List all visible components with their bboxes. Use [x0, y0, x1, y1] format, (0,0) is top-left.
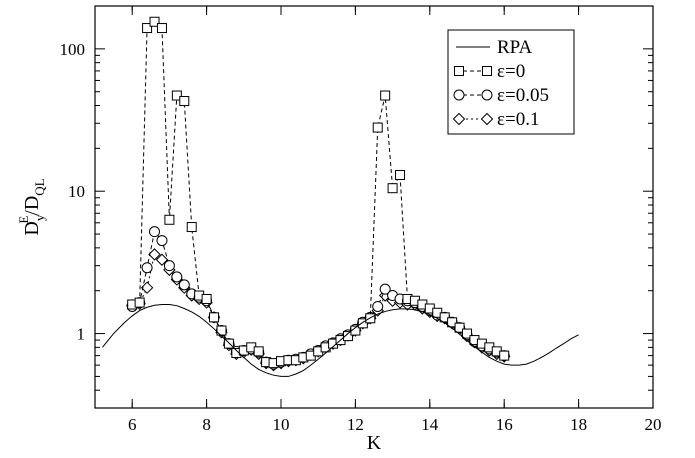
- legend-label: RPA: [497, 37, 532, 58]
- legend-label: ε=0.05: [497, 85, 549, 106]
- series-line: [102, 304, 579, 377]
- data-point: [178, 279, 190, 291]
- data-point: [142, 23, 153, 34]
- data-point: [149, 16, 160, 27]
- data-point: [186, 222, 197, 233]
- data-point: [387, 183, 398, 194]
- data-point: [357, 318, 368, 329]
- data-point: [209, 312, 220, 323]
- x-tick-label: 10: [273, 415, 290, 434]
- data-point: [171, 90, 182, 101]
- legend-item: ε=0.05: [453, 85, 549, 106]
- legend: RPA ε=0 ε=0.05 ε=0.1: [447, 29, 575, 135]
- data-point: [149, 226, 161, 238]
- x-tick-label: 6: [128, 415, 137, 434]
- data-point: [156, 23, 167, 34]
- data-point: [454, 322, 465, 333]
- data-point: [140, 281, 154, 294]
- series: [102, 304, 579, 377]
- svg-text:DyE/DQL: DyE/DQL: [16, 178, 47, 235]
- data-point: [462, 328, 472, 339]
- y-axis: 1 10 100: [60, 5, 653, 409]
- data-point: [163, 260, 175, 272]
- legend-marker: [481, 89, 493, 101]
- data-point: [155, 253, 169, 266]
- data-point: [342, 331, 353, 342]
- data-point: [499, 350, 510, 361]
- legend-item: RPA: [456, 37, 532, 58]
- data-point: [148, 248, 161, 261]
- data-point: [134, 297, 145, 308]
- data-point: [156, 235, 168, 247]
- x-tick-label: 14: [421, 415, 439, 434]
- y-tick-label: 10: [68, 182, 85, 201]
- x-tick-label: 18: [570, 415, 587, 434]
- data-point: [223, 338, 234, 349]
- y-tick-label: 100: [60, 40, 86, 59]
- data-point: [447, 317, 458, 328]
- x-axis: 6 8 10 12 14 16 18 20: [128, 6, 662, 434]
- legend-item: ε=0.1: [452, 109, 539, 130]
- y-axis-title-rest-sub: QL: [32, 178, 47, 195]
- series: [127, 16, 510, 369]
- data-point: [372, 300, 384, 312]
- data-point: [171, 271, 183, 283]
- x-tick-label: 16: [496, 415, 513, 434]
- data-point: [350, 325, 361, 336]
- x-axis-title: K: [367, 432, 382, 454]
- legend-marker: [454, 66, 464, 76]
- data-point: [216, 325, 227, 336]
- series-layer: [102, 16, 579, 377]
- y-axis-title-sub: y: [32, 214, 47, 221]
- data-point: [380, 90, 391, 101]
- legend-marker: [482, 66, 492, 76]
- data-point: [395, 169, 406, 180]
- data-point: [179, 96, 190, 107]
- y-axis-title: DyE/DQL: [16, 178, 47, 235]
- y-tick-label: 1: [77, 325, 86, 344]
- data-point: [379, 283, 391, 295]
- x-tick-label: 12: [347, 415, 364, 434]
- legend-marker: [480, 112, 494, 126]
- legend-marker: [452, 112, 466, 126]
- plot-frame: [94, 5, 654, 409]
- data-point: [372, 122, 383, 133]
- legend-item: ε=0: [454, 61, 525, 82]
- data-point: [141, 262, 153, 274]
- y-axis-title-rest: /D: [21, 196, 43, 216]
- data-point: [201, 293, 212, 304]
- legend-marker: [453, 89, 465, 101]
- legend-label: ε=0: [497, 61, 525, 82]
- x-tick-label: 20: [645, 415, 662, 434]
- y-axis-title-main: D: [21, 221, 43, 235]
- data-point: [253, 346, 264, 357]
- x-tick-label: 8: [202, 415, 211, 434]
- y-axis-title-sup: E: [16, 216, 31, 224]
- legend-label: ε=0.1: [497, 109, 539, 130]
- data-point: [164, 214, 175, 225]
